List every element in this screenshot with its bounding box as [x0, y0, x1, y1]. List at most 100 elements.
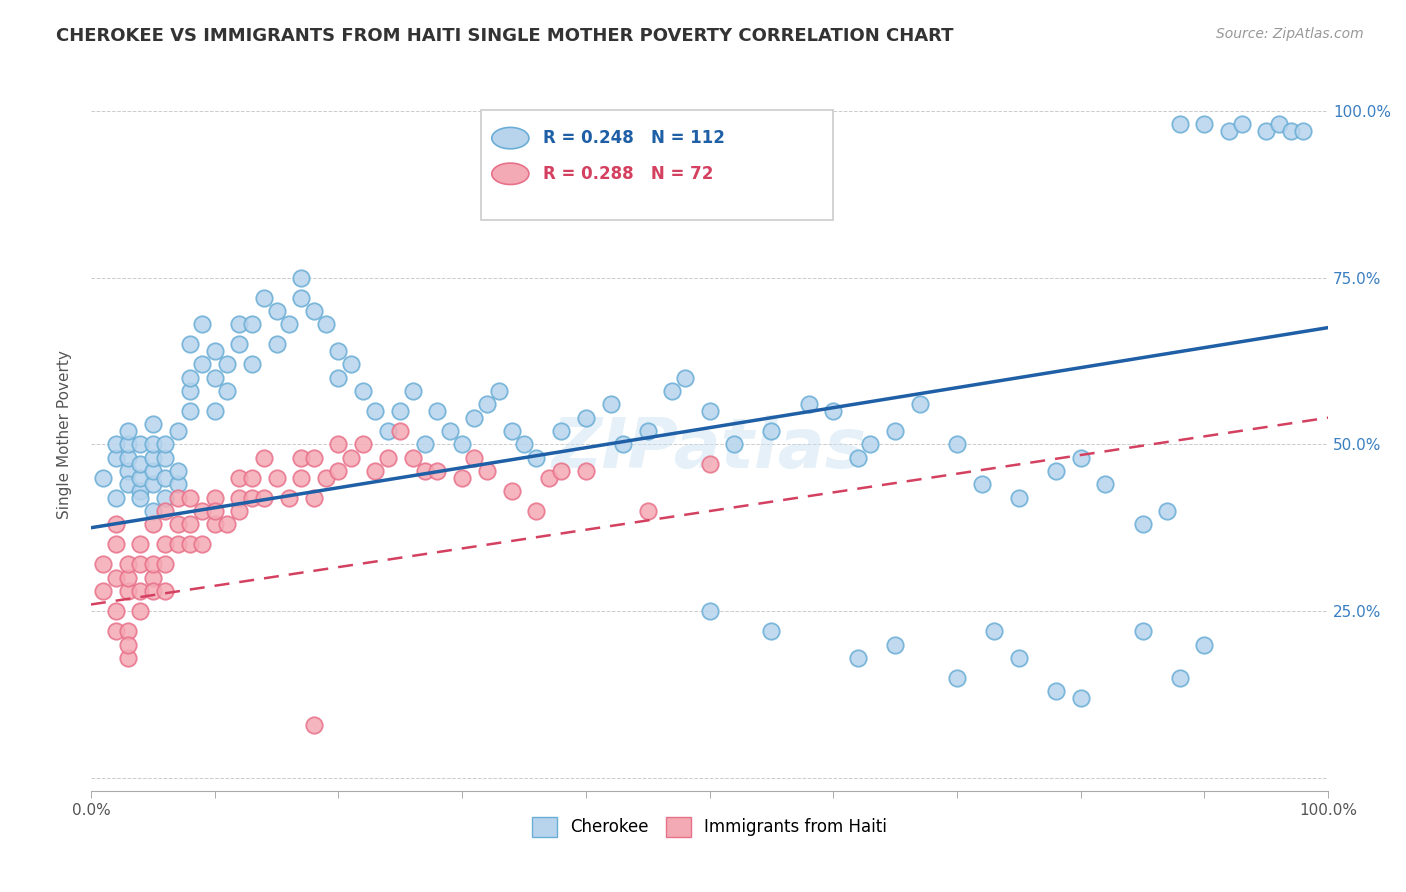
Point	[129, 537, 152, 551]
Point	[389, 404, 412, 418]
Point	[117, 477, 139, 491]
Point	[908, 397, 931, 411]
Point	[290, 270, 312, 285]
Point	[364, 404, 387, 418]
Point	[1279, 124, 1302, 138]
Point	[1008, 491, 1031, 505]
Point	[352, 384, 374, 398]
Point	[266, 304, 288, 318]
Point	[104, 624, 127, 639]
Point	[946, 671, 969, 685]
Point	[302, 304, 325, 318]
Point	[846, 450, 869, 465]
Point	[129, 458, 152, 472]
Point	[537, 471, 560, 485]
Point	[153, 450, 176, 465]
Point	[153, 471, 176, 485]
Point	[191, 537, 214, 551]
Point	[215, 517, 238, 532]
Point	[389, 424, 412, 438]
Point	[352, 437, 374, 451]
Point	[983, 624, 1005, 639]
Point	[364, 464, 387, 478]
Point	[661, 384, 683, 398]
Point	[1230, 117, 1253, 131]
Point	[451, 437, 474, 451]
Point	[277, 491, 299, 505]
Point	[1168, 671, 1191, 685]
Point	[142, 584, 165, 599]
Y-axis label: Single Mother Poverty: Single Mother Poverty	[58, 350, 72, 519]
Point	[266, 337, 288, 351]
Point	[91, 558, 114, 572]
Point	[699, 604, 721, 618]
Point	[401, 450, 423, 465]
Point	[179, 370, 201, 384]
Point	[204, 343, 226, 358]
Point	[266, 471, 288, 485]
Point	[129, 471, 152, 485]
Point	[166, 537, 188, 551]
Point	[166, 424, 188, 438]
Point	[117, 584, 139, 599]
Point	[204, 404, 226, 418]
Point	[1045, 684, 1067, 698]
Point	[761, 424, 783, 438]
Point	[797, 397, 820, 411]
Point	[142, 558, 165, 572]
Text: R = 0.248   N = 112: R = 0.248 N = 112	[543, 129, 724, 147]
Point	[1256, 124, 1278, 138]
Point	[315, 318, 337, 332]
Point	[723, 437, 745, 451]
Point	[240, 471, 263, 485]
Point	[463, 450, 485, 465]
Point	[179, 384, 201, 398]
Point	[204, 504, 226, 518]
Point	[204, 370, 226, 384]
Point	[129, 604, 152, 618]
Point	[228, 337, 250, 351]
Point	[884, 638, 907, 652]
Point	[215, 357, 238, 371]
Point	[413, 437, 436, 451]
Point	[550, 424, 572, 438]
Point	[413, 464, 436, 478]
Point	[575, 464, 598, 478]
Point	[761, 624, 783, 639]
Point	[153, 491, 176, 505]
Point	[228, 471, 250, 485]
Point	[302, 717, 325, 731]
Point	[104, 571, 127, 585]
Point	[612, 437, 634, 451]
FancyBboxPatch shape	[481, 110, 834, 220]
Point	[166, 477, 188, 491]
Point	[228, 504, 250, 518]
Point	[104, 491, 127, 505]
Point	[451, 471, 474, 485]
Point	[1292, 124, 1315, 138]
Point	[302, 491, 325, 505]
Point	[129, 491, 152, 505]
Point	[1132, 517, 1154, 532]
Point	[191, 357, 214, 371]
Point	[179, 517, 201, 532]
Point	[253, 291, 276, 305]
Point	[439, 424, 461, 438]
Point	[204, 517, 226, 532]
Point	[117, 650, 139, 665]
Point	[673, 370, 696, 384]
Point	[253, 450, 276, 465]
Point	[290, 450, 312, 465]
Point	[475, 464, 498, 478]
Point	[104, 517, 127, 532]
Point	[823, 404, 845, 418]
Legend: Cherokee, Immigrants from Haiti: Cherokee, Immigrants from Haiti	[526, 810, 894, 844]
Point	[153, 584, 176, 599]
Point	[104, 604, 127, 618]
Point	[215, 384, 238, 398]
Point	[191, 504, 214, 518]
Point	[524, 504, 547, 518]
Point	[228, 491, 250, 505]
Point	[328, 370, 350, 384]
Point	[501, 424, 523, 438]
